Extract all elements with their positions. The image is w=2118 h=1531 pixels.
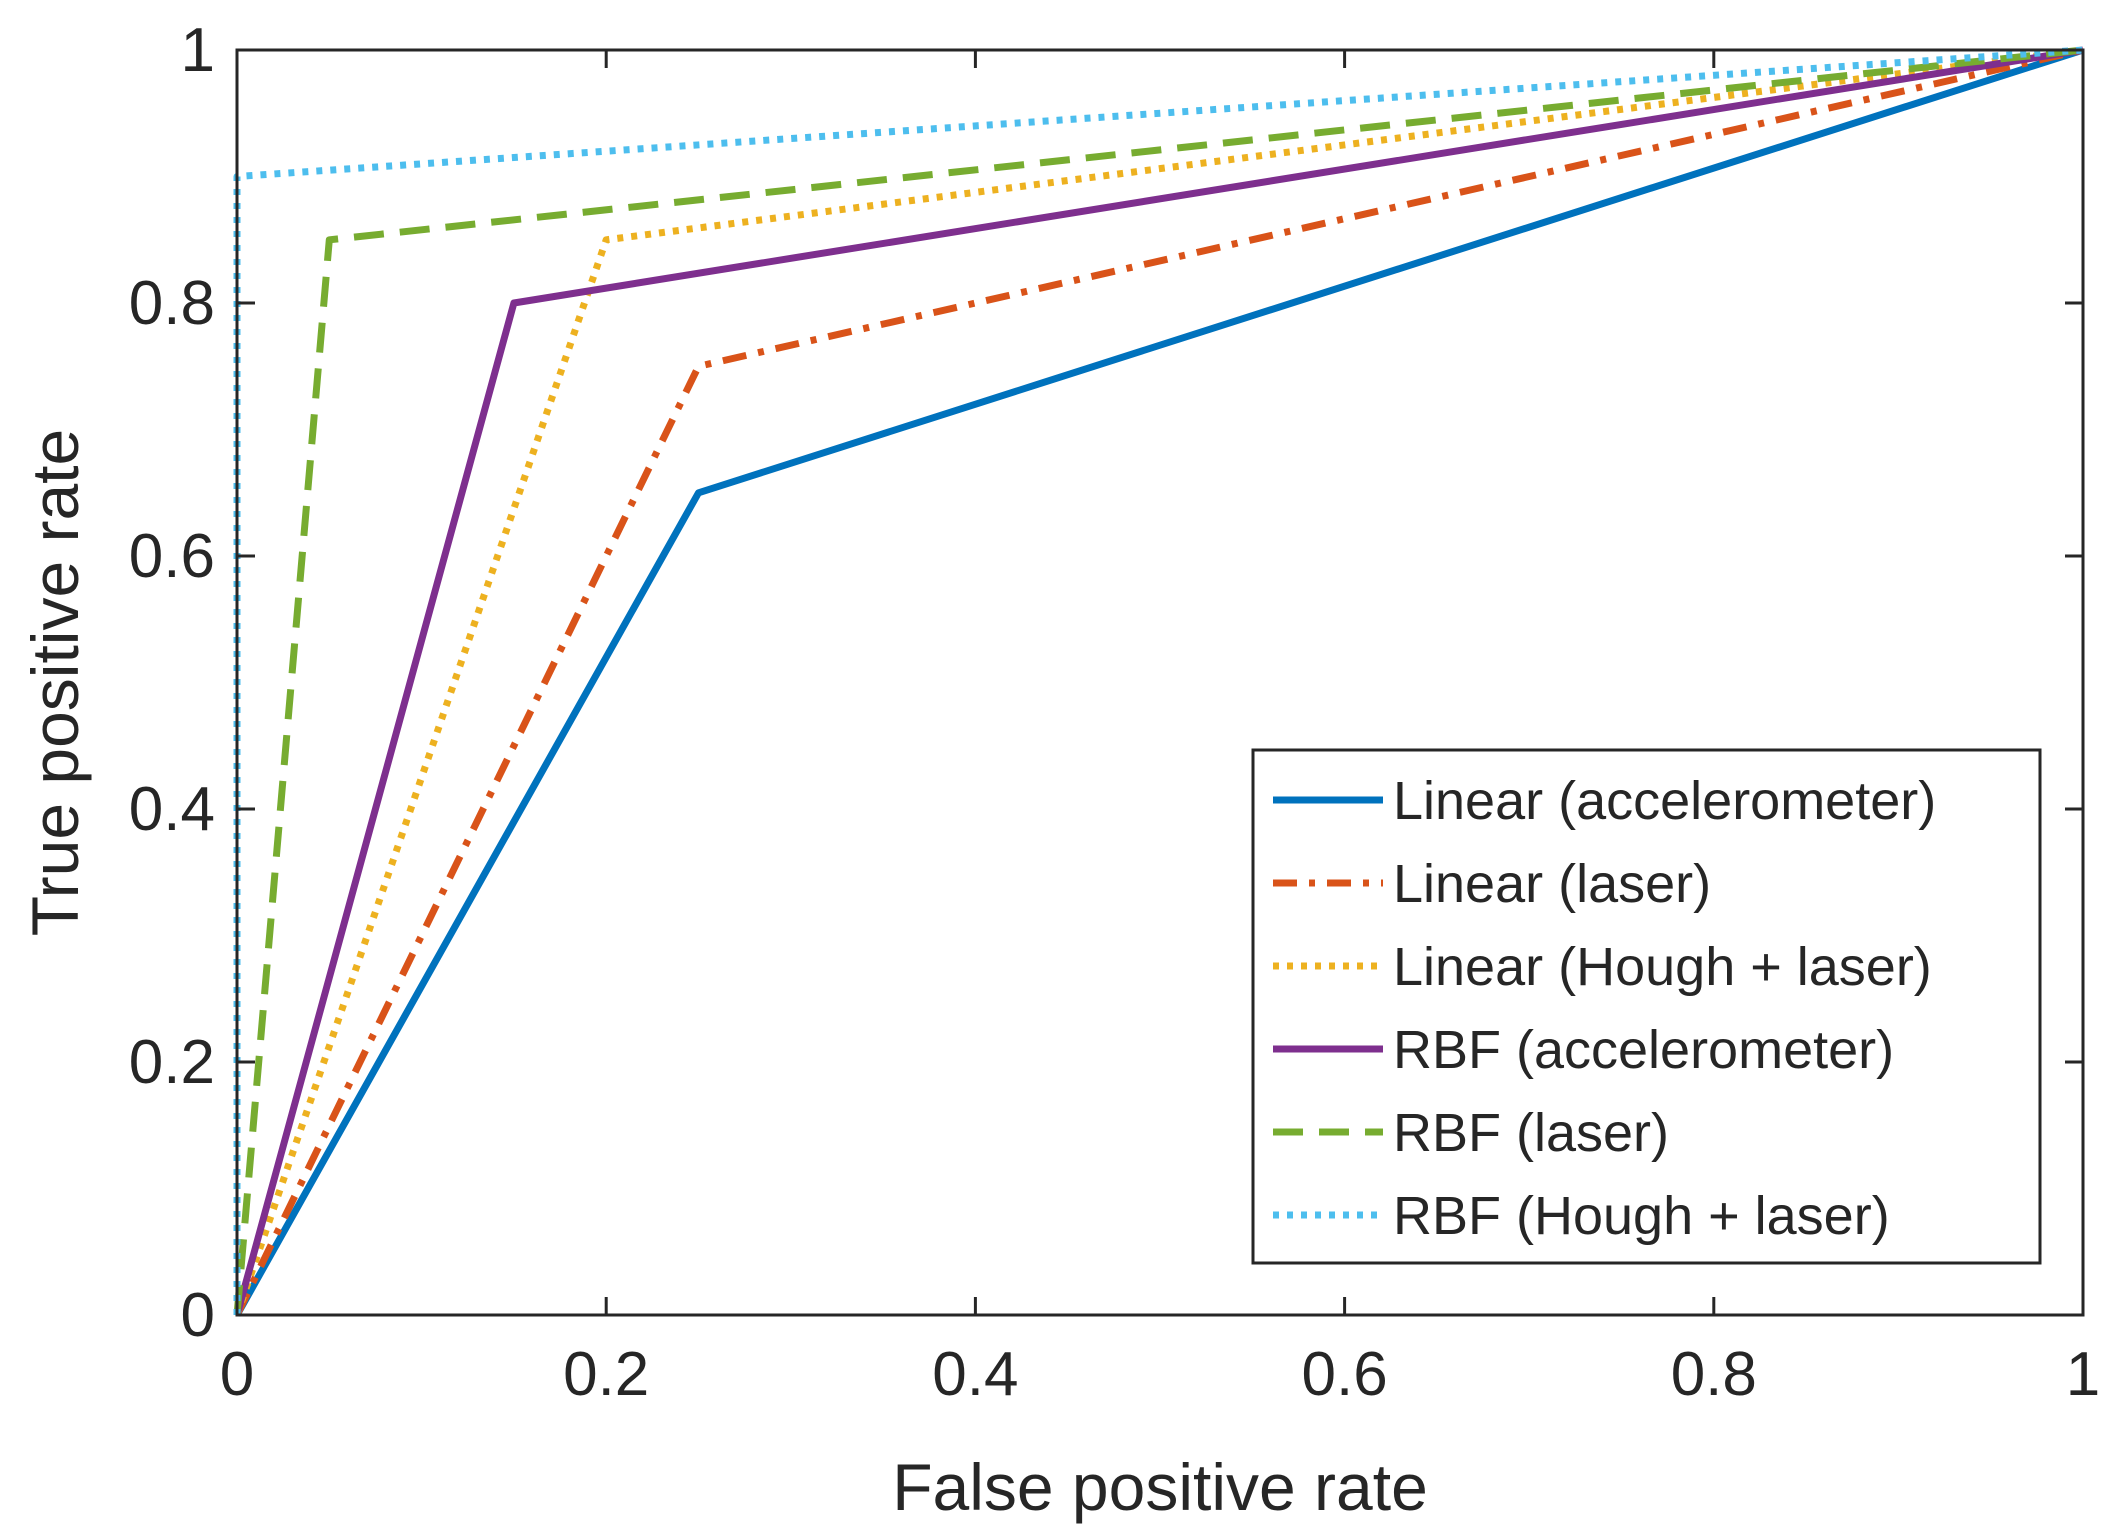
y-axis-title: True positive rate xyxy=(18,429,92,936)
y-tick-label: 0 xyxy=(181,1281,215,1350)
y-tick-label: 1 xyxy=(181,16,215,85)
series-line-3 xyxy=(233,46,2084,1317)
y-tick-label: 0.6 xyxy=(129,522,215,591)
x-tick-label: 0.6 xyxy=(1301,1340,1387,1409)
legend-label-5: RBF (laser) xyxy=(1393,1103,1669,1163)
legend-label-3: Linear (Hough + laser) xyxy=(1393,937,1932,997)
x-tick-label: 0.2 xyxy=(563,1340,649,1409)
legend-label-6: RBF (Hough + laser) xyxy=(1393,1186,1890,1246)
y-tick-label: 0.4 xyxy=(129,775,215,844)
y-tick-label: 0.2 xyxy=(129,1028,215,1097)
ticks-layer: 0 0.2 0.4 0.6 0.8 1 0 0.2 0.4 0.6 0.8 1 xyxy=(129,16,2100,1409)
series-line-4 xyxy=(233,46,2084,1316)
x-tick-label: 0.4 xyxy=(932,1340,1018,1409)
x-tick-label: 0 xyxy=(220,1340,254,1409)
legend-label-2: Linear (laser) xyxy=(1393,854,1711,914)
series-line-2 xyxy=(233,46,2084,1317)
legend-label-1: Linear (accelerometer) xyxy=(1393,771,1936,831)
legend: Linear (accelerometer) Linear (laser) Line… xyxy=(1251,748,2042,1265)
axes-box xyxy=(235,48,2085,1317)
y-tick-label: 0.8 xyxy=(129,269,215,338)
series-line-5 xyxy=(233,46,2084,1316)
legend-box xyxy=(1251,748,2042,1265)
x-tick-label: 1 xyxy=(2066,1340,2100,1409)
legend-label-4: RBF (accelerometer) xyxy=(1393,1020,1894,1080)
series-line-1 xyxy=(233,46,2085,1317)
x-axis-title: False positive rate xyxy=(892,1450,1428,1524)
x-tick-label: 0.8 xyxy=(1671,1340,1757,1409)
